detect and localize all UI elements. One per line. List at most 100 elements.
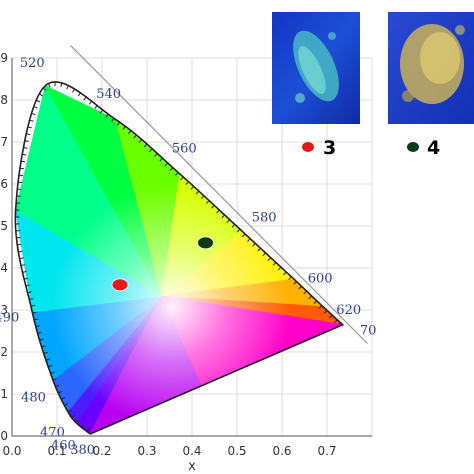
photo-sample-4 — [388, 12, 474, 124]
locus-tick — [105, 113, 109, 118]
locus-tick — [43, 351, 48, 355]
locus-tick — [18, 174, 24, 177]
legend: 3 4 — [302, 137, 440, 159]
locus-tick — [86, 428, 90, 432]
locus-tick — [31, 112, 36, 116]
locus-tick — [293, 281, 297, 285]
locus-tick — [185, 181, 189, 185]
locus-tick — [329, 314, 333, 319]
wavelength-label-620: 620 — [336, 303, 361, 318]
spectral-locus-ticks — [15, 81, 343, 432]
locus-tick — [169, 167, 174, 171]
spectral-locus — [14, 81, 345, 435]
locus-tick — [60, 397, 65, 400]
locus-tick — [17, 243, 22, 246]
y-tick-label: 6 — [0, 177, 8, 191]
wavelength-label-520: 520 — [20, 56, 45, 71]
locus-tick — [23, 146, 28, 149]
locus-tick — [20, 264, 25, 267]
locus-tick — [267, 257, 272, 261]
white-point-glow — [51, 186, 292, 427]
locus-tick — [277, 266, 282, 271]
locus-tick — [216, 209, 220, 214]
locus-tick — [72, 88, 76, 93]
wavelength-label-480: 480 — [21, 390, 46, 405]
photo-sample-3 — [272, 12, 360, 124]
x-tick-label: 0.4 — [182, 444, 201, 458]
locus-tick — [50, 371, 55, 374]
locus-tick — [138, 139, 143, 143]
locus-tick — [81, 423, 85, 428]
locus-tick — [323, 309, 328, 314]
locus-tick — [252, 243, 256, 247]
data-point-3 — [111, 278, 129, 292]
locus-tick — [241, 233, 246, 238]
wavelength-label-540: 540 — [96, 87, 121, 102]
x-tick-label: 0.1 — [47, 444, 66, 458]
y-tick-label: 5 — [0, 219, 8, 233]
locus-tick — [57, 390, 62, 394]
wavelength-label-580: 580 — [252, 210, 277, 225]
spectral-axis-line — [70, 44, 368, 345]
locus-tick — [159, 157, 163, 162]
locus-tick — [236, 228, 241, 233]
locus-tick — [42, 87, 47, 92]
locus-tick — [99, 109, 104, 114]
locus-tick — [143, 143, 148, 148]
locus-tick — [133, 134, 137, 139]
y-tick-label: 4 — [0, 261, 8, 275]
locus-tick — [318, 305, 323, 309]
locus-tick — [200, 195, 205, 200]
locus-tick — [26, 133, 31, 136]
locus-tick — [211, 204, 215, 209]
locus-tick — [30, 304, 35, 307]
locus-tick — [164, 162, 169, 167]
locus-tick — [67, 409, 72, 413]
locus-tick — [122, 125, 126, 130]
wavelength-label-70: 70 — [360, 323, 377, 338]
locus-tick — [60, 82, 63, 87]
locus-tick — [149, 148, 153, 153]
locus-tick — [19, 167, 25, 170]
legend-marker-3 — [302, 142, 314, 152]
data-point-4 — [197, 236, 214, 250]
locus-tick — [83, 96, 87, 101]
locus-tick — [24, 277, 29, 280]
locus-tick — [19, 257, 24, 260]
locus-tick — [55, 384, 60, 388]
locus-tick — [180, 176, 184, 181]
locus-tick — [257, 247, 261, 252]
locus-tick — [288, 276, 292, 280]
locus-tick — [39, 93, 44, 97]
locus-tick — [27, 126, 32, 129]
locus-tick — [32, 311, 37, 314]
x-tick-label: 0.5 — [227, 444, 246, 458]
locus-tick — [116, 121, 121, 126]
y-tick-label: 7 — [0, 135, 8, 149]
locus-tick — [206, 200, 210, 204]
locus-tick — [154, 153, 158, 157]
locus-tick — [66, 85, 69, 90]
wavelength-label-460: 460 — [51, 439, 76, 454]
wavelength-label-470: 470 — [40, 426, 65, 441]
locus-tick — [195, 190, 200, 195]
data-points — [111, 236, 214, 292]
locus-tick — [298, 285, 302, 290]
locus-tick — [18, 250, 23, 253]
wavelength-label-490: 490 — [0, 311, 19, 326]
legend-label-4: 4 — [427, 137, 440, 159]
y-tick-label: 9 — [0, 51, 8, 65]
locus-tick — [221, 214, 225, 219]
locus-tick — [247, 238, 251, 242]
locus-tick — [27, 291, 32, 294]
wavelength-label-600: 600 — [308, 271, 333, 286]
x-tick-label: 0.7 — [317, 444, 336, 458]
locus-tick — [94, 105, 98, 109]
locus-tick — [33, 318, 39, 321]
locus-tick — [111, 117, 115, 122]
locus-tick — [71, 414, 76, 419]
locus-tick — [64, 403, 69, 406]
legend-label-3: 3 — [323, 137, 336, 159]
locus-tick — [175, 171, 179, 176]
